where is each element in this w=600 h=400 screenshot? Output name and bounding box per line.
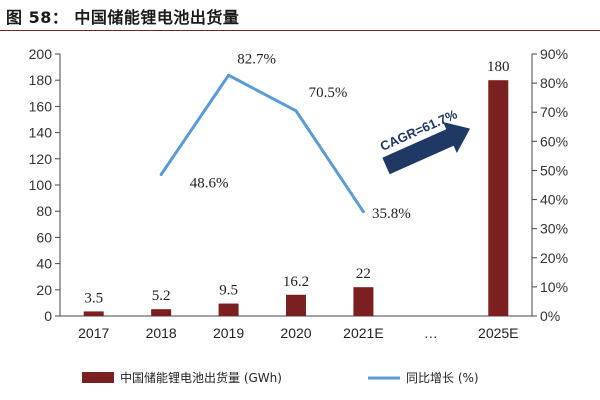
- x-category-label: 2017: [78, 325, 109, 341]
- bar-value-label: 9.5: [219, 283, 238, 299]
- y-left-tick-label: 160: [29, 98, 53, 114]
- x-category-label: 2019: [213, 325, 244, 341]
- y-right-tick-label: 50%: [540, 162, 568, 178]
- y-right-tick-label: 90%: [540, 46, 568, 62]
- bar-value-label: 22: [356, 266, 371, 282]
- y-right-tick-label: 60%: [540, 133, 568, 149]
- y-left-tick-label: 180: [29, 72, 53, 88]
- x-category-label: 2018: [146, 325, 177, 341]
- growth-value-label: 70.5%: [309, 85, 348, 101]
- growth-value-label: 48.6%: [190, 176, 229, 192]
- growth-value-label: 35.8%: [372, 206, 411, 222]
- bar-value-label: 3.5: [84, 290, 103, 306]
- axes-layer: 0 20 40 60 80 100 120 140 160 180 200 0% 10% 20% 30% 40…: [29, 46, 568, 341]
- y-left-tick-label: 0: [44, 308, 52, 324]
- bar: [151, 309, 172, 316]
- growth-point: [294, 109, 298, 113]
- line-series: [159, 73, 365, 214]
- bar: [353, 287, 374, 316]
- y-left-tick-label: 60: [36, 229, 52, 245]
- growth-line: [159, 73, 365, 213]
- y-left-tick-label: 100: [29, 177, 53, 193]
- y-right-tick-label: 10%: [540, 279, 568, 295]
- annotation-layer: CAGR=61.7%: [378, 106, 471, 175]
- bar: [218, 303, 239, 316]
- y-left-tick-label: 40: [36, 256, 52, 272]
- bar: [83, 311, 104, 316]
- y-right-tick-label: 40%: [540, 192, 568, 208]
- legend-bar-label: 中国储能锂电池出货量 (GWh): [120, 370, 282, 385]
- y-right-tick-label: 70%: [540, 104, 568, 120]
- growth-value-label: 82.7%: [237, 51, 276, 67]
- bar-series: [83, 80, 509, 316]
- bar: [286, 294, 306, 316]
- growth-point: [361, 210, 365, 214]
- legend: 中国储能锂电池出货量 (GWh) 同比增长 (%): [82, 370, 479, 385]
- x-category-label: …: [424, 325, 438, 341]
- growth-point: [159, 173, 163, 177]
- bar: [488, 80, 509, 316]
- y-right-tick-label: 30%: [540, 221, 568, 237]
- y-left-tick-label: 120: [29, 151, 53, 167]
- cagr-arrow: CAGR=61.7%: [378, 106, 471, 175]
- legend-bar-swatch: [82, 372, 114, 383]
- y-left-tick-label: 20: [36, 282, 52, 298]
- figure-title: 图 58： 中国储能锂电池出货量: [6, 8, 240, 27]
- growth-point: [227, 73, 231, 77]
- bar-value-label: 16.2: [283, 274, 309, 290]
- y-left-tick-label: 80: [36, 203, 52, 219]
- y-left-tick-label: 140: [29, 125, 53, 141]
- cagr-arrow-shape: [382, 121, 471, 175]
- title-divider: [0, 30, 600, 31]
- data-labels: 3.5 5.2 9.5 16.2 22 180 48.6% 82.7% 70.5% 35.8%: [84, 51, 509, 306]
- y-right-tick-label: 80%: [540, 75, 568, 91]
- bar-value-label: 180: [487, 59, 510, 75]
- bar-value-label: 5.2: [152, 288, 171, 304]
- legend-line-label: 同比增长 (%): [406, 371, 479, 385]
- y-right-tick-label: 20%: [540, 250, 568, 266]
- x-category-label: 2025E: [478, 325, 518, 341]
- x-category-label: 2020: [280, 325, 311, 341]
- y-left-tick-label: 200: [29, 46, 53, 62]
- x-category-label: 2021E: [343, 325, 383, 341]
- y-right-tick-label: 0%: [540, 308, 560, 324]
